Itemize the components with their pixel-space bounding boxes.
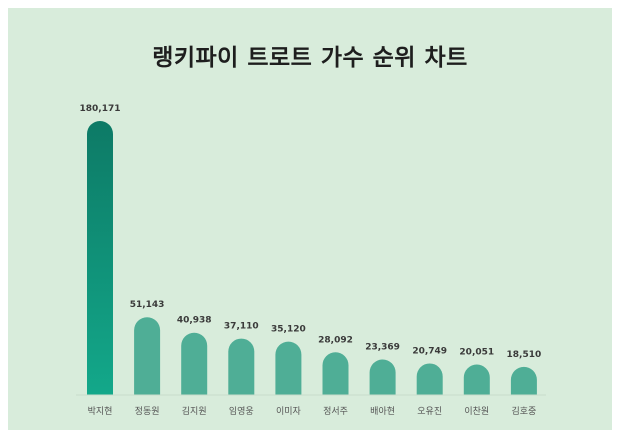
bar-이미자 [275, 341, 302, 395]
category-label: 정서주 [323, 406, 348, 417]
category-label: 정동원 [135, 406, 160, 417]
bar-배아현 [369, 359, 396, 395]
value-labels-group: 180,171 51,143 40,938 37,110 35,120 28,092 23,… [80, 104, 542, 360]
bar-정서주 [322, 352, 349, 395]
bar-김호중 [510, 366, 537, 395]
category-label: 김지원 [182, 405, 207, 417]
category-label: 박지현 [88, 406, 113, 417]
category-label: 이미자 [276, 406, 302, 417]
category-label: 이찬원 [464, 406, 489, 417]
value-label: 20,749 [412, 346, 447, 356]
category-label: 배아현 [370, 406, 395, 417]
bar-김지원 [181, 332, 208, 395]
bar-임영웅 [228, 338, 255, 395]
value-label: 180,171 [80, 104, 121, 114]
category-labels-group: 박지현 정동원 김지원 임영웅 이미자 정서주 배아현 오유진 이찬원 김호중 [88, 405, 537, 417]
value-label: 18,510 [507, 350, 542, 360]
bar-박지현 [87, 121, 113, 395]
category-label: 김호중 [511, 405, 536, 417]
value-label: 37,110 [224, 322, 259, 332]
value-label: 23,369 [365, 342, 400, 352]
chart-title: 랭키파이 트로트 가수 순위 차트 [152, 45, 468, 71]
bar-정동원 [134, 317, 161, 395]
value-label: 28,092 [318, 335, 353, 345]
bar-오유진 [416, 363, 443, 395]
value-label: 51,143 [130, 300, 165, 310]
category-label: 임영웅 [229, 405, 254, 417]
bars-group [76, 121, 546, 396]
value-label: 40,938 [177, 316, 212, 326]
category-label: 오유진 [417, 406, 442, 417]
bar-이찬원 [463, 364, 490, 395]
value-label: 35,120 [271, 325, 306, 335]
value-label: 20,051 [459, 348, 494, 358]
